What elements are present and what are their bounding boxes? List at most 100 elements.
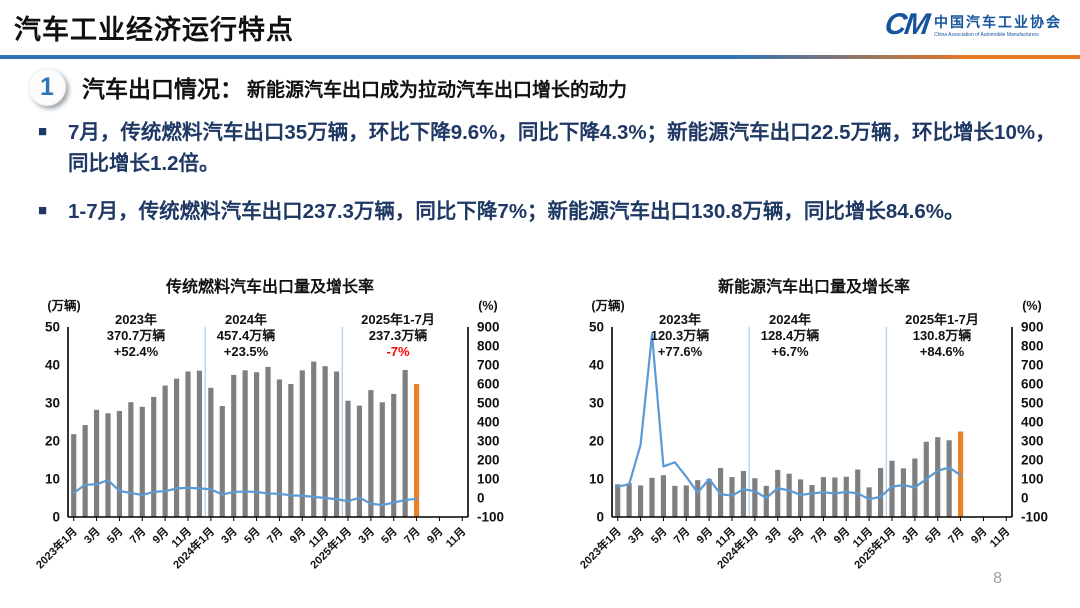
left-axis-tick-label: 40	[45, 358, 60, 373]
summary-bullets: ■ 7月，传统燃料汽车出口35万辆，环比下降9.6%，同比下降4.3%；新能源汽…	[38, 118, 1060, 244]
left-axis-tick-label: 40	[589, 358, 604, 373]
annotation-year: 2025年1-7月	[361, 312, 435, 327]
export-volume-bar	[151, 396, 157, 517]
export-volume-bar	[311, 361, 317, 517]
right-axis-unit-label: (%)	[478, 299, 497, 313]
right-axis-tick-label: 0	[1021, 491, 1029, 506]
x-axis-tick-label: 3月	[625, 525, 646, 546]
annotation-year: 2025年1-7月	[905, 312, 979, 327]
x-axis-tick-label: 2023年1月	[33, 524, 80, 571]
x-axis-tick-label: 7月	[127, 525, 148, 546]
right-axis-tick-label: 700	[477, 358, 500, 373]
annotation-volume: 130.8万辆	[913, 328, 972, 343]
export-volume-bar	[820, 477, 827, 517]
right-axis-tick-label: 300	[477, 434, 500, 449]
bullet-square-icon: ■	[38, 123, 48, 140]
title-divider	[0, 55, 1080, 59]
export-volume-bar	[763, 485, 769, 517]
right-axis-tick-label: 100	[477, 472, 500, 487]
right-axis-tick-label: -100	[1021, 510, 1048, 525]
growth-rate-line	[72, 479, 418, 507]
bullet-item-2: ■ 1-7月，传统燃料汽车出口237.3万辆，同比下降7%；新能源汽车出口130…	[38, 197, 1060, 228]
x-axis-tick-label: 3月	[81, 525, 102, 546]
caam-logo-name-en: China Association of Automobile Manufact…	[934, 32, 1039, 38]
bullet-text-2: 1-7月，传统燃料汽车出口237.3万辆，同比下降7%；新能源汽车出口130.8…	[68, 199, 965, 223]
export-volume-bar	[843, 476, 849, 517]
x-axis-tick-label: 5月	[104, 525, 125, 546]
left-axis-tick-label: 20	[45, 434, 60, 449]
right-axis-tick-label: 300	[1021, 434, 1044, 449]
export-volume-bar	[173, 378, 180, 517]
right-axis-tick-label: 200	[1021, 453, 1044, 468]
annotation-volume: 237.3万辆	[369, 328, 428, 343]
export-volume-bar	[626, 483, 632, 517]
section-heading-row: 1 汽车出口情况： 新能源汽车出口成为拉动汽车出口增长的动力	[28, 68, 627, 106]
export-volume-bar	[877, 467, 884, 517]
export-volume-bar	[196, 370, 203, 517]
x-axis-tick-label: 3月	[219, 525, 240, 546]
export-volume-bar	[775, 469, 781, 517]
export-volume-bar	[809, 485, 815, 517]
export-volume-bar	[219, 406, 225, 517]
section-heading: 汽车出口情况：	[82, 76, 243, 102]
annotation-volume: 370.7万辆	[107, 328, 166, 343]
export-volume-bar	[706, 479, 712, 517]
left-axis-tick-label: 30	[45, 396, 60, 411]
bullet-square-icon: ■	[38, 201, 48, 219]
right-axis-tick-label: 800	[477, 339, 500, 354]
right-axis-tick-label: 400	[477, 415, 500, 430]
annotation-year: 2023年	[659, 312, 701, 327]
annotation-year: 2023年	[115, 312, 157, 327]
x-axis-tick-label: 7月	[945, 525, 966, 546]
export-volume-bar	[288, 384, 294, 517]
right-axis-tick-label: 600	[477, 377, 500, 392]
growth-rate-line	[616, 333, 962, 501]
export-volume-bar	[695, 480, 701, 517]
export-volume-bar	[379, 402, 385, 517]
export-volume-bar	[162, 385, 168, 517]
annotation-growth: -7%	[386, 344, 410, 359]
export-volume-bar	[752, 478, 758, 517]
x-axis-tick-label: 11月	[987, 525, 1012, 550]
export-volume-bar	[265, 366, 271, 517]
export-volume-bar	[889, 460, 895, 517]
export-volume-bar	[729, 477, 735, 517]
export-volume-bar	[139, 406, 145, 517]
x-axis-tick-label: 3月	[356, 525, 377, 546]
bullet-text-1: 7月，传统燃料汽车出口35万辆，环比下降9.6%，同比下降4.3%；新能源汽车出…	[68, 121, 1056, 175]
right-axis-tick-label: 100	[1021, 472, 1044, 487]
left-axis-tick-label: 50	[45, 320, 60, 335]
export-volume-bar	[208, 387, 214, 517]
annotation-year: 2024年	[225, 312, 267, 327]
right-axis-tick-label: 800	[1021, 339, 1044, 354]
left-axis-tick-label: 20	[589, 434, 604, 449]
export-volume-bar	[231, 374, 237, 517]
export-volume-bar	[356, 405, 363, 517]
page-number: 8	[993, 570, 1002, 587]
annotation-growth: +84.6%	[920, 344, 965, 359]
left-axis-tick-label: 30	[589, 396, 604, 411]
x-axis-tick-label: 5月	[785, 525, 806, 546]
export-volume-bar	[649, 477, 655, 517]
x-axis-tick-label: 5月	[241, 525, 262, 546]
x-axis-tick-label: 7月	[671, 525, 692, 546]
export-volume-bar	[786, 473, 792, 517]
export-volume-bar	[402, 369, 408, 517]
charts-row: 传统燃料汽车出口量及增长率 (万辆) (%) 0 10 20 30 40 50 -100 0 100 2…	[0, 272, 1080, 598]
export-volume-bar	[128, 402, 134, 517]
right-axis-tick-label: 900	[1021, 320, 1044, 335]
annotation-growth: +77.6%	[658, 344, 703, 359]
export-volume-bar	[413, 384, 420, 517]
right-axis-tick-label: 900	[477, 320, 500, 335]
caam-logo-text: 中国汽车工业协会 China Association of Automobile…	[934, 12, 1062, 38]
right-axis-tick-label: 200	[477, 453, 500, 468]
export-volume-bar	[333, 371, 340, 517]
right-axis-tick-label: 400	[1021, 415, 1044, 430]
x-axis-tick-label: 3月	[900, 525, 921, 546]
x-axis-tick-label: 7月	[401, 525, 422, 546]
export-volume-bar	[116, 410, 123, 517]
page-title: 汽车工业经济运行特点	[14, 15, 294, 45]
x-axis-tick-label: 11月	[443, 525, 468, 550]
section-number-badge: 1	[28, 68, 66, 106]
